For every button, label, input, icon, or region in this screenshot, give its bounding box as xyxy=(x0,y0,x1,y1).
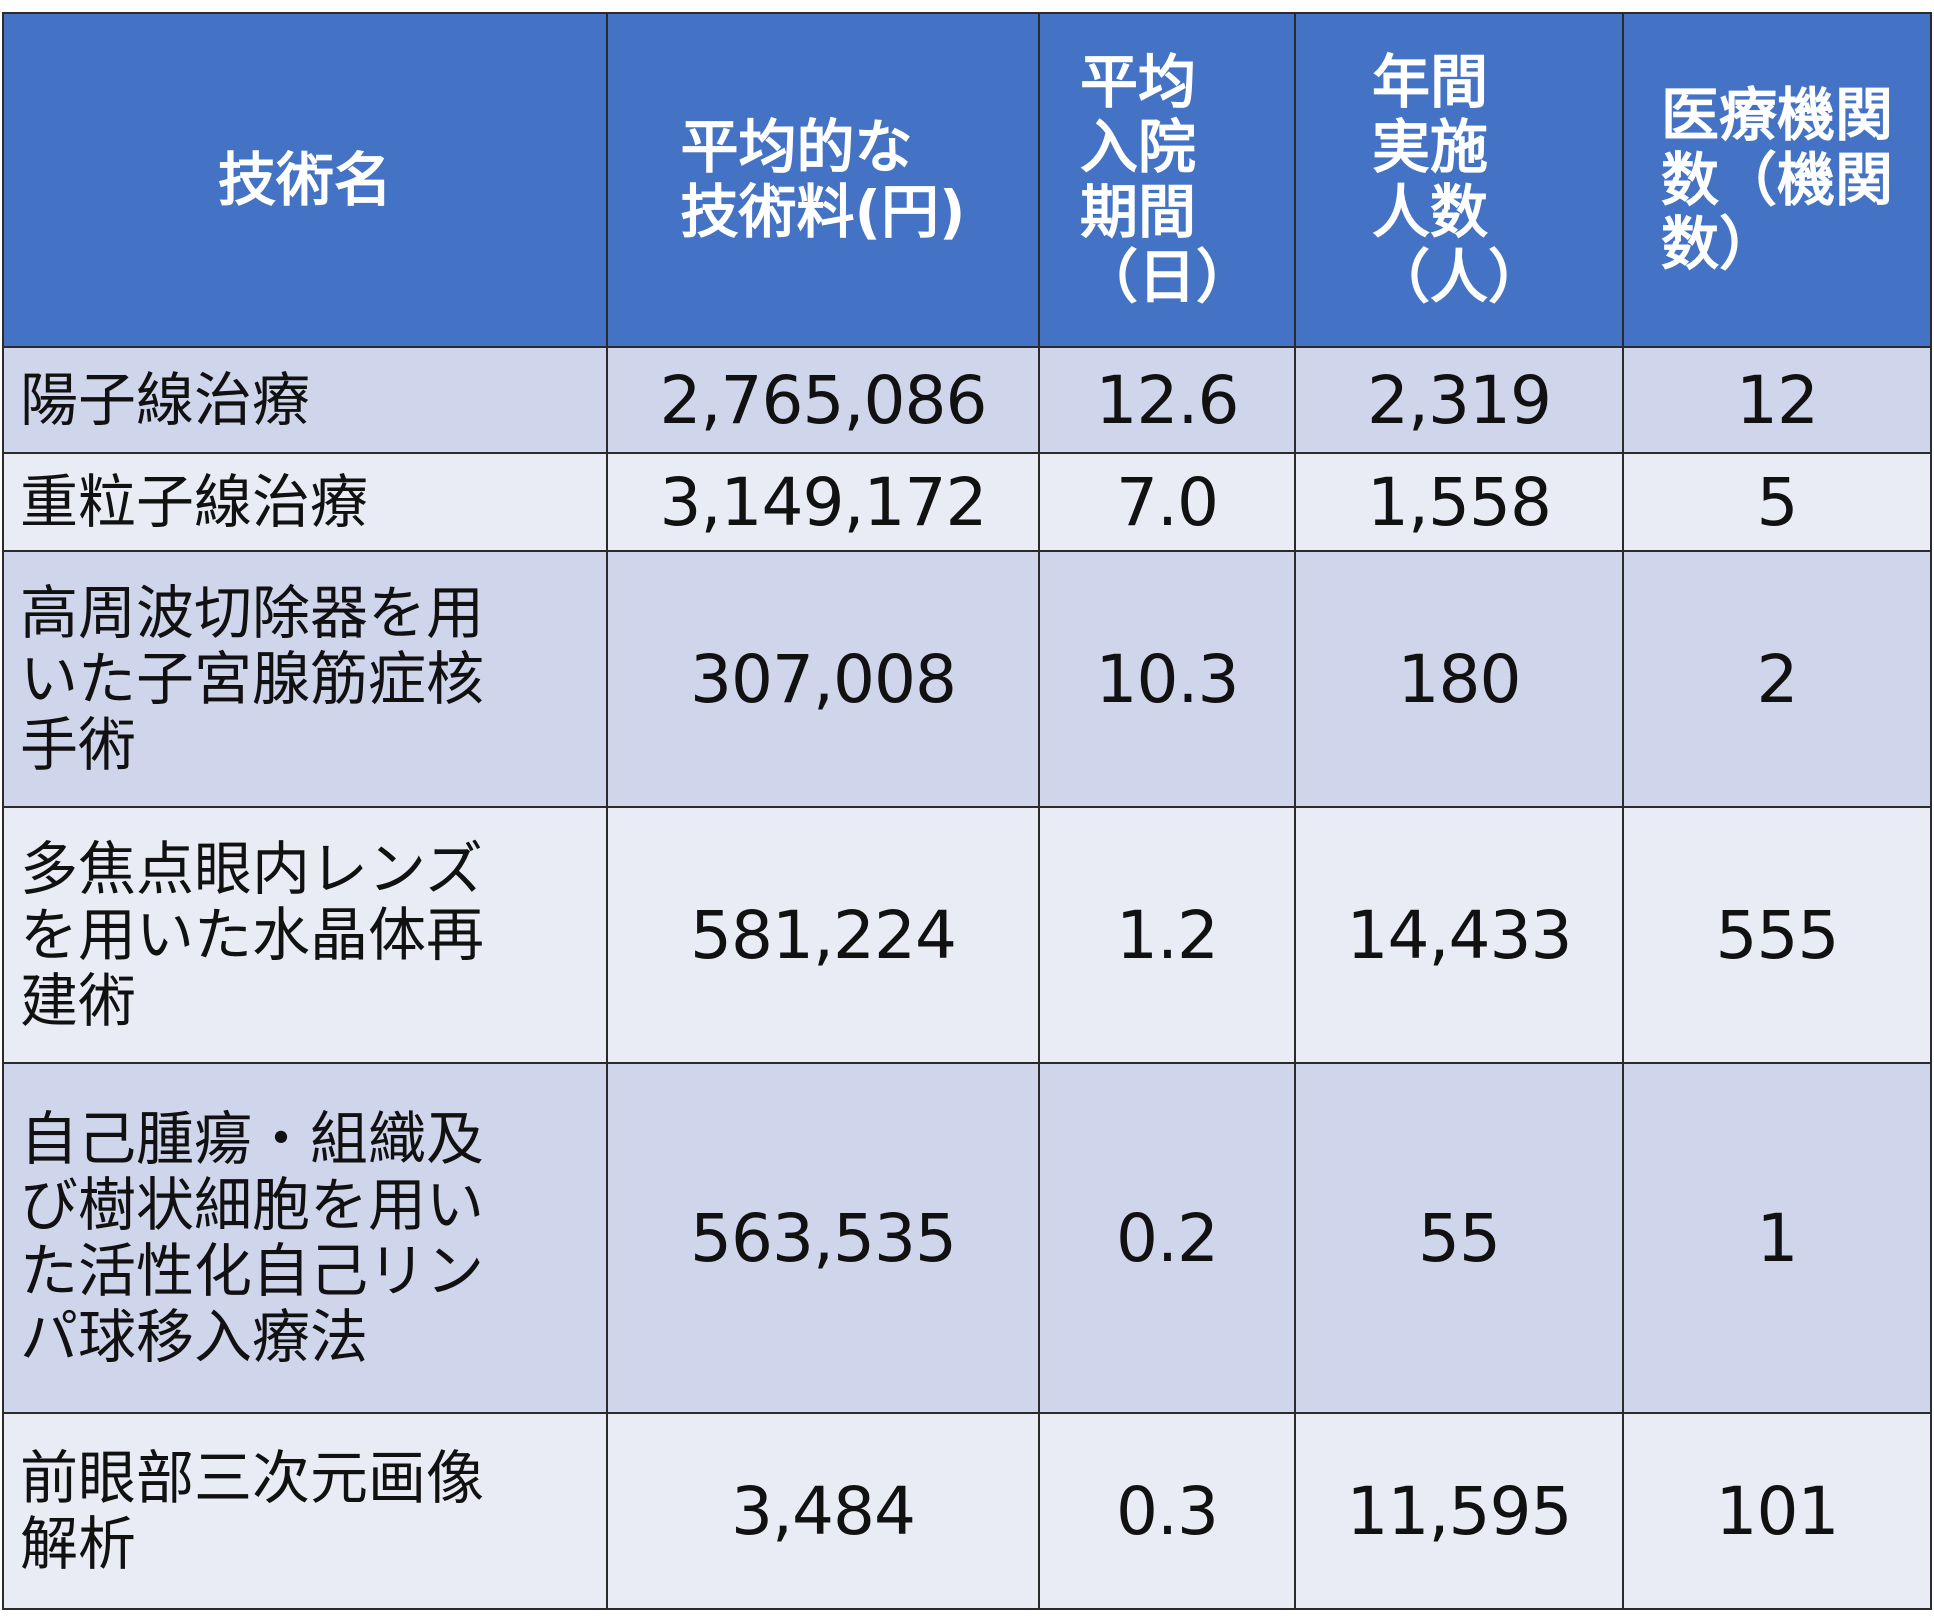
table-row: 高周波切除器を用 いた子宮腺筋症核 手術 307,008 10.3 180 2 xyxy=(2,550,1932,808)
header-average-fee: 平均的な 技術料(円) xyxy=(606,12,1040,348)
header-annual-patients: 年間 実施 人数 （人） xyxy=(1294,12,1624,348)
cell-average-fee: 563,535 xyxy=(606,1062,1040,1414)
cell-technology-name: 前眼部三次元画像 解析 xyxy=(2,1412,608,1610)
cell-facility-count: 12 xyxy=(1622,346,1932,454)
cell-average-stay: 7.0 xyxy=(1038,452,1296,552)
cell-facility-count: 101 xyxy=(1622,1412,1932,1610)
header-technology-name: 技術名 xyxy=(2,12,608,348)
advanced-medical-technology-table: 技術名 平均的な 技術料(円) 平均 入院 期間 （日） 年間 実施 人数 （人… xyxy=(2,12,1932,1610)
header-facility-count: 医療機関 数（機関 数） xyxy=(1622,12,1932,348)
table-row: 前眼部三次元画像 解析 3,484 0.3 11,595 101 xyxy=(2,1412,1932,1610)
cell-average-stay: 0.2 xyxy=(1038,1062,1296,1414)
cell-annual-patients: 2,319 xyxy=(1294,346,1624,454)
cell-average-fee: 2,765,086 xyxy=(606,346,1040,454)
cell-facility-count: 2 xyxy=(1622,550,1932,808)
cell-average-fee: 3,484 xyxy=(606,1412,1040,1610)
cell-annual-patients: 180 xyxy=(1294,550,1624,808)
cell-facility-count: 5 xyxy=(1622,452,1932,552)
cell-average-stay: 10.3 xyxy=(1038,550,1296,808)
cell-technology-name: 自己腫瘍・組織及 び樹状細胞を用い た活性化自己リン パ球移入療法 xyxy=(2,1062,608,1414)
cell-average-stay: 12.6 xyxy=(1038,346,1296,454)
cell-annual-patients: 11,595 xyxy=(1294,1412,1624,1610)
table-row: 多焦点眼内レンズ を用いた水晶体再 建術 581,224 1.2 14,433 … xyxy=(2,806,1932,1064)
cell-average-fee: 307,008 xyxy=(606,550,1040,808)
cell-technology-name: 高周波切除器を用 いた子宮腺筋症核 手術 xyxy=(2,550,608,808)
table-row: 重粒子線治療 3,149,172 7.0 1,558 5 xyxy=(2,452,1932,552)
cell-annual-patients: 1,558 xyxy=(1294,452,1624,552)
cell-annual-patients: 55 xyxy=(1294,1062,1624,1414)
cell-facility-count: 1 xyxy=(1622,1062,1932,1414)
cell-technology-name: 陽子線治療 xyxy=(2,346,608,454)
cell-technology-name: 多焦点眼内レンズ を用いた水晶体再 建術 xyxy=(2,806,608,1064)
cell-average-fee: 581,224 xyxy=(606,806,1040,1064)
header-row: 技術名 平均的な 技術料(円) 平均 入院 期間 （日） 年間 実施 人数 （人… xyxy=(2,12,1932,348)
data-table: 技術名 平均的な 技術料(円) 平均 入院 期間 （日） 年間 実施 人数 （人… xyxy=(2,12,1932,1610)
cell-annual-patients: 14,433 xyxy=(1294,806,1624,1064)
cell-average-stay: 0.3 xyxy=(1038,1412,1296,1610)
cell-average-stay: 1.2 xyxy=(1038,806,1296,1064)
table-row: 自己腫瘍・組織及 び樹状細胞を用い た活性化自己リン パ球移入療法 563,53… xyxy=(2,1062,1932,1414)
cell-facility-count: 555 xyxy=(1622,806,1932,1064)
cell-technology-name: 重粒子線治療 xyxy=(2,452,608,552)
table-row: 陽子線治療 2,765,086 12.6 2,319 12 xyxy=(2,346,1932,454)
cell-average-fee: 3,149,172 xyxy=(606,452,1040,552)
header-average-stay: 平均 入院 期間 （日） xyxy=(1038,12,1296,348)
